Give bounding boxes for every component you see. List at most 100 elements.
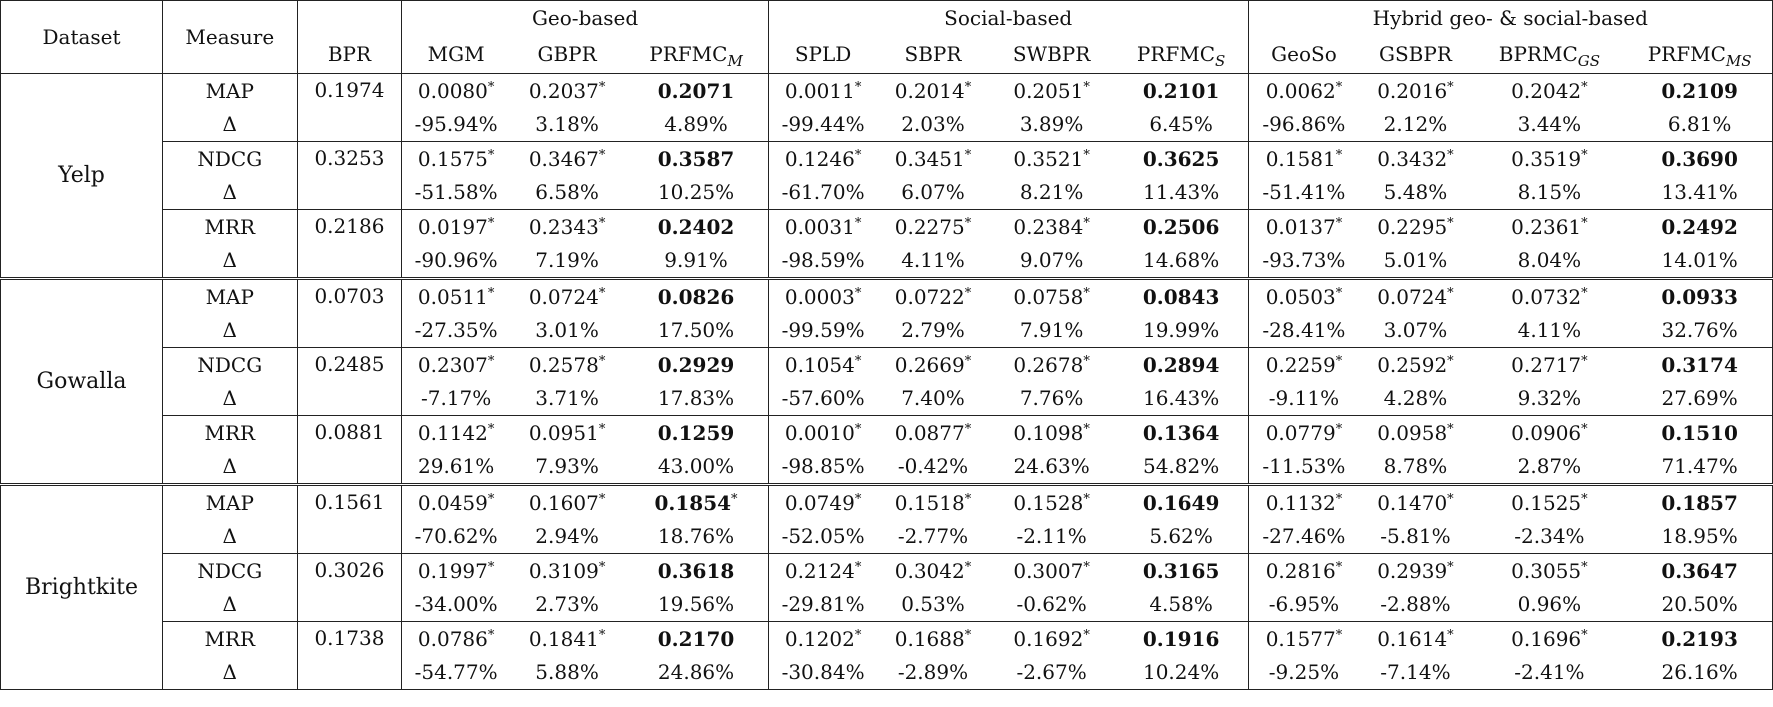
delta-value: 29.61% [401,449,510,486]
metric-number: 0.2071 [657,78,735,103]
method-name: PRFMC [1647,42,1726,66]
significance-star: * [731,491,738,507]
delta-value: -34.00% [414,592,498,617]
metric-number: 0.3109 [528,558,599,583]
delta-value: 18.95% [1627,519,1773,554]
metric-number: 0.1696 [1511,626,1582,651]
delta-value: -70.62% [414,524,498,549]
metric-value: 0.2170 [624,621,769,656]
metric-value: 0.2929 [624,347,769,382]
delta-row: Δ -54.77% 5.88% 24.86% -30.84% -2.89% -2.67% 10… [1,655,1773,690]
method-subscript: MS [1725,52,1752,70]
significance-star: * [598,559,606,575]
metric-number: 0.3521 [1013,146,1084,171]
delta-value: 71.47% [1627,449,1773,486]
metric-number: 0.1688 [894,626,965,651]
table-row: NDCG 0.3026 0.1997* 0.3109* 0.3618 0.2124* 0.3… [1,553,1773,622]
metric-number: 0.3625 [1142,146,1220,171]
delta-value: 9.91% [624,243,769,280]
metric-number: 0.2678 [1013,352,1084,377]
metric-value: 0.0758* [988,277,1115,314]
metric-number: 0.0137 [1265,214,1336,239]
delta-value: 5.88% [509,655,625,690]
significance-star: * [854,79,862,95]
table-header: Dataset Measure Geo-based Social-based H… [0,0,1773,74]
delta-row: Δ -95.94% 3.18% 4.89% -99.44% 2.03% 3.89% 6.45%… [1,107,1773,142]
metric-number: 0.3519 [1511,146,1582,171]
significance-star: * [854,421,862,437]
significance-star: * [964,421,972,437]
metric-value: 0.0062* [1248,73,1360,108]
bpr-value: 0.2485 [297,347,403,416]
metric-value: 0.2717* [1471,347,1628,382]
metric-value: 0.3007* [988,553,1115,588]
significance-star: * [1447,353,1454,369]
delta-value: -29.81% [781,592,865,617]
delta-label: Δ [162,449,298,486]
metric-value: 0.3432* [1359,141,1472,176]
metric-number: 0.2939 [1377,558,1448,583]
delta-value: -7.14% [1359,655,1472,690]
delta-value: 8.15% [1517,180,1582,205]
delta-value: -2.77% [897,524,969,549]
measure-name: MAP [162,483,298,520]
metric-number: 0.2816 [1265,558,1336,583]
delta-value: -27.46% [1262,524,1346,549]
metric-value: 0.1510 [1627,415,1773,450]
delta-value: -2.11% [1016,524,1087,549]
significance-star: * [487,559,495,575]
metric-value: 0.3519* [1471,141,1628,176]
significance-star: * [964,353,972,369]
metric-number: 0.3618 [657,558,735,583]
significance-star: * [1083,79,1090,95]
significance-star: * [598,421,606,437]
method-header: GSBPR [1359,35,1472,74]
significance-star: * [1083,627,1090,643]
metric-number: 0.2051 [1013,78,1084,103]
metric-value: 0.0137* [1248,209,1360,244]
metric-number: 0.2384 [1013,214,1084,239]
method-name: PRFMC [1136,42,1216,66]
delta-value: -5.81% [1380,524,1451,549]
delta-value: 8.78% [1359,449,1472,486]
delta-row: Δ -34.00% 2.73% 19.56% -29.81% 0.53% -0.62% 4.5… [1,587,1773,622]
method-name: GBPR [537,42,597,66]
delta-value: -95.94% [414,112,498,137]
metric-number: 0.2307 [417,352,488,377]
significance-star: * [1447,285,1454,301]
metric-value: 0.3055* [1471,553,1628,588]
metric-value: 0.2578* [509,347,625,382]
metric-value: 0.2592* [1359,347,1472,382]
delta-value: 2.12% [1383,112,1448,137]
delta-value: 7.76% [1019,386,1084,411]
bpr-header-top [297,0,403,35]
delta-label: Δ [162,655,298,690]
delta-value: -2.34% [1514,524,1585,549]
delta-value: -28.41% [1262,318,1346,343]
delta-label: Δ [162,587,298,622]
metric-value: 0.0906* [1471,415,1628,450]
table-row: Brightkite MAP 0.1561 0.0459* 0.1607* 0.1854*… [0,483,1773,690]
delta-value: 4.28% [1383,386,1448,411]
metric-value: 0.1692* [988,621,1115,656]
metric-value: 0.1246* [768,141,878,176]
metric-number: 0.2343 [528,214,599,239]
method-header: GeoSo [1248,35,1360,74]
delta-label: Δ [162,519,298,554]
table-row: NDCG 0.3253 0.1575* 0.3467* 0.3587 0.1246* 0.3… [1,141,1773,210]
delta-value: 2.03% [901,112,965,137]
metric-value: 0.2894 [1114,347,1249,382]
metric-value: 0.2042* [1471,73,1628,108]
table-row: Yelp MAP 0.1974 0.0080* 0.2037* 0.2071 0.0011*… [0,73,1773,280]
metric-value: 0.2307* [401,347,510,382]
metric-value: 0.3174 [1627,347,1773,382]
significance-star: * [1581,147,1588,163]
method-subscript: GS [1577,52,1601,70]
measure-name: MRR [162,415,298,450]
metric-value: 0.0826 [624,277,769,314]
significance-star: * [598,79,606,95]
delta-value: 24.86% [624,655,769,690]
bpr-value: 0.2186 [297,209,403,280]
delta-value: -61.70% [781,180,865,205]
metric-number: 0.2037 [528,78,599,103]
